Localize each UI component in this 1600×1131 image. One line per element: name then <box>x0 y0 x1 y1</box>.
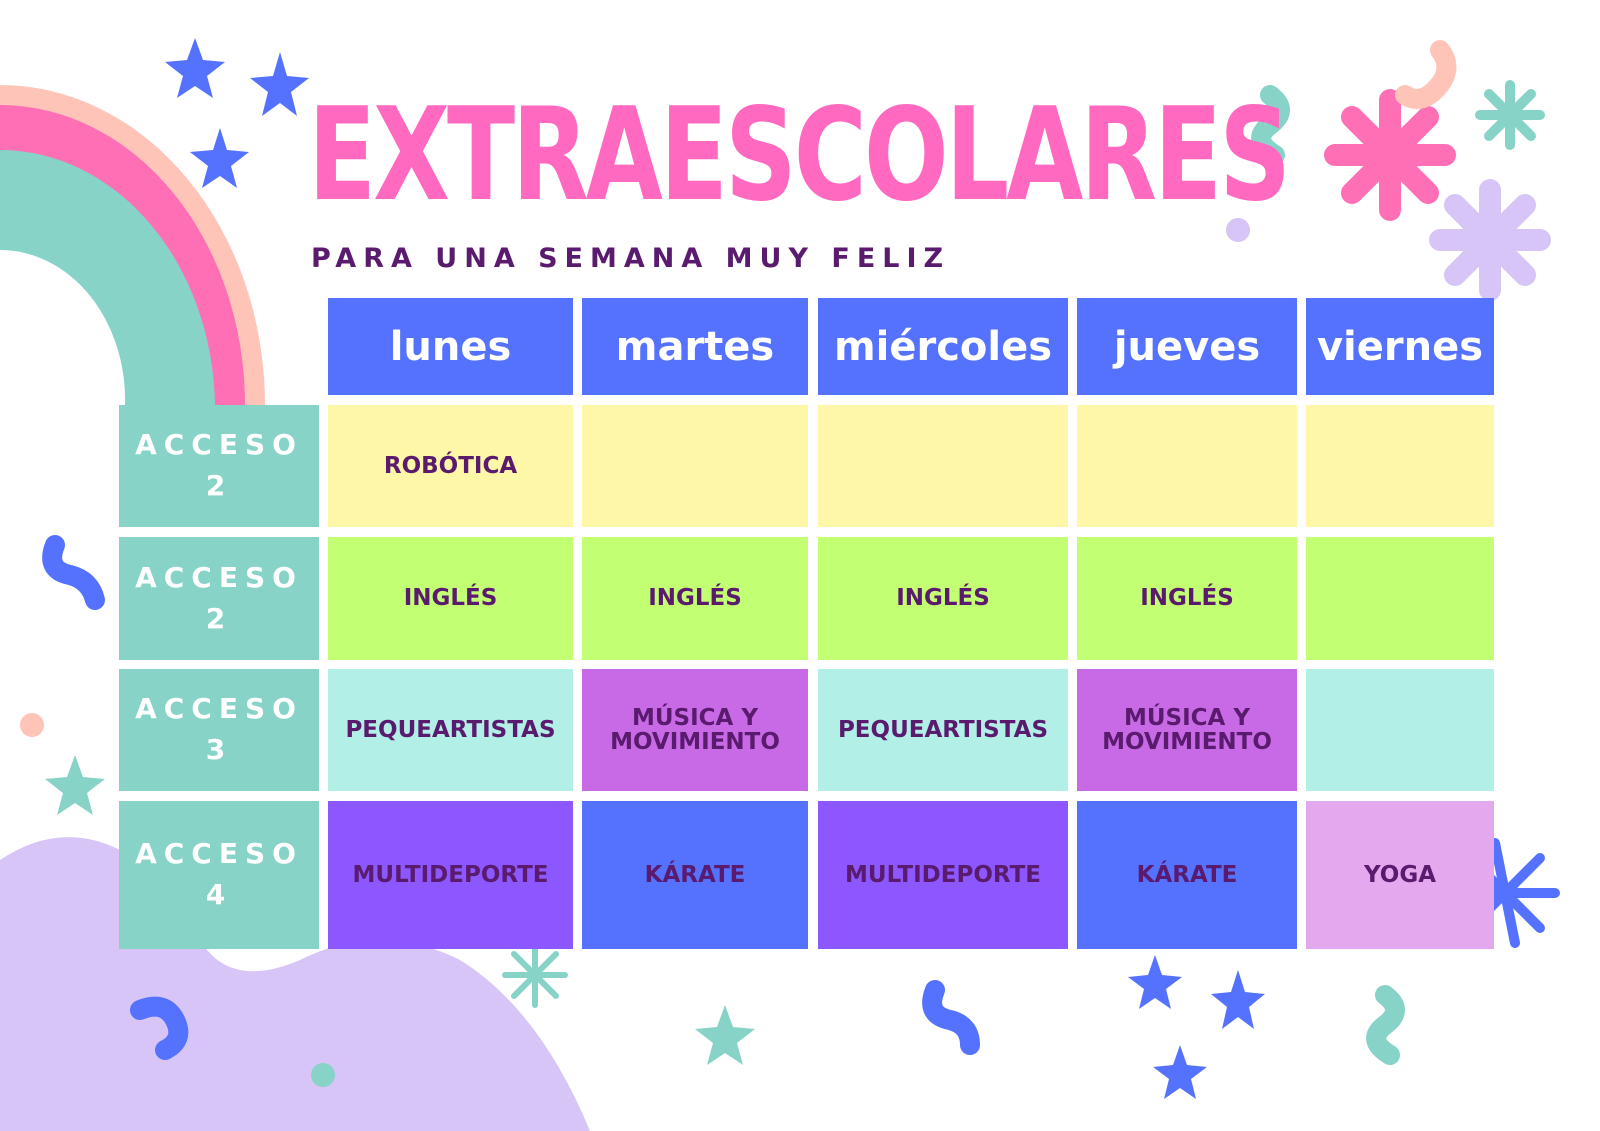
row-label-text: ACCESO <box>135 428 303 462</box>
day-header-3: jueves <box>1077 298 1297 395</box>
row-label-number: 2 <box>205 601 233 635</box>
day-header-2: miércoles <box>818 298 1068 395</box>
activity-cell <box>1306 405 1494 527</box>
row-label: ACCESO 3 <box>119 669 319 791</box>
activity-label: INGLÉS <box>896 585 990 612</box>
row-label: ACCESO 4 <box>119 801 319 949</box>
activity-label: KÁRATE <box>644 861 746 888</box>
activity-cell: PEQUEARTISTAS <box>328 669 573 791</box>
row-label: ACCESO 2 <box>119 405 319 527</box>
activity-cell: MÚSICA Y MOVIMIENTO <box>582 669 808 791</box>
activity-cell: ROBÓTICA <box>328 405 573 527</box>
activity-cell: INGLÉS <box>1077 537 1297 660</box>
activity-cell: INGLÉS <box>818 537 1068 660</box>
activity-cell: INGLÉS <box>328 537 573 660</box>
activity-cell: MÚSICA Y MOVIMIENTO <box>1077 669 1297 791</box>
day-header-0: lunes <box>328 298 573 395</box>
activity-label: INGLÉS <box>1140 585 1234 612</box>
activity-cell <box>818 405 1068 527</box>
page-subtitle: PARA UNA SEMANA MUY FELIZ <box>311 243 951 274</box>
activity-label: YOGA <box>1363 861 1437 888</box>
squiggle-shapes <box>42 40 1457 1065</box>
row-label-number: 3 <box>205 733 233 766</box>
activity-label: PEQUEARTISTAS <box>837 716 1049 743</box>
asterisk-icons <box>502 80 1560 1008</box>
activity-label: PEQUEARTISTAS <box>345 716 556 743</box>
activity-cell: MULTIDEPORTE <box>328 801 573 949</box>
row-label-number: 4 <box>205 878 233 911</box>
activity-cell <box>1306 537 1494 660</box>
page-title: EXTRAESCOLARES <box>308 81 1291 230</box>
row-label: ACCESO 2 <box>119 537 319 660</box>
activity-label: ROBÓTICA <box>383 452 518 479</box>
row-label-text: ACCESO <box>135 560 303 594</box>
activity-label: INGLÉS <box>648 585 742 612</box>
activity-label: INGLÉS <box>403 585 498 612</box>
activity-label: KÁRATE <box>1136 861 1238 888</box>
activity-label: MÚSICA Y MOVIMIENTO <box>1102 704 1272 755</box>
activity-cell: INGLÉS <box>582 537 808 660</box>
activity-cell <box>582 405 808 527</box>
activity-cell <box>1306 669 1494 791</box>
activity-cell: KÁRATE <box>1077 801 1297 949</box>
row-label-text: ACCESO <box>135 692 303 726</box>
activity-cell: PEQUEARTISTAS <box>818 669 1068 791</box>
activity-label: MULTIDEPORTE <box>352 861 549 888</box>
activity-label: MULTIDEPORTE <box>845 861 1041 888</box>
activity-cell: MULTIDEPORTE <box>818 801 1068 949</box>
activity-cell <box>1077 405 1297 527</box>
star-icons-blue <box>165 38 1265 1099</box>
day-header-1: martes <box>582 298 808 395</box>
day-header-4: viernes <box>1306 298 1494 395</box>
activity-cell: YOGA <box>1306 801 1494 949</box>
activity-label: MÚSICA Y MOVIMIENTO <box>610 704 780 755</box>
row-label-number: 2 <box>205 469 233 502</box>
row-label-text: ACCESO <box>135 837 303 871</box>
activity-cell: KÁRATE <box>582 801 808 949</box>
star-icons-teal <box>45 755 755 1065</box>
rainbow-illustration <box>0 85 265 405</box>
